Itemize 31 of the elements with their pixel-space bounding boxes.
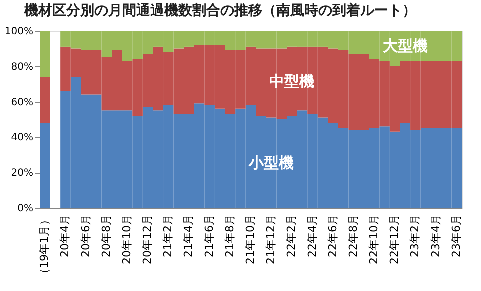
x-tick-label: 20年12月	[141, 214, 154, 264]
y-tick-label: 100%	[4, 26, 34, 38]
y-tick-label: 80%	[11, 62, 34, 73]
series-label: 中型機	[270, 72, 315, 90]
x-tick-label: 22年6月	[326, 214, 340, 258]
x-tick-label: 22年8月	[346, 214, 360, 258]
x-tick-label: 22年10月	[368, 214, 381, 264]
x-tick-label: 22年12月	[388, 214, 402, 264]
x-tick-label: 23年4月	[429, 214, 442, 258]
y-tick-label: 60%	[11, 97, 34, 108]
x-tick-label: 21年10月	[244, 214, 257, 264]
series-label: 小型機	[248, 154, 294, 172]
y-tick-label: 40%	[11, 132, 34, 144]
x-tick-label: 21年6月	[202, 214, 216, 258]
chart-title: 機材区分別の月間通過機数割合の推移（南風時の到着ルート）	[23, 2, 416, 19]
x-tick-label: 21年4月	[182, 214, 196, 258]
x-tick-label: 21年2月	[162, 214, 175, 258]
x-tick-label: 21年12月	[264, 214, 278, 264]
x-tick-label: 20年10月	[120, 214, 134, 264]
series-label: 大型機	[382, 37, 428, 56]
x-tick-label: 21年8月	[223, 214, 236, 258]
x-tick-label: 23年6月	[450, 214, 463, 258]
x-tick-label: （19年1月）	[38, 214, 52, 280]
x-tick-label: 22年2月	[285, 214, 298, 258]
x-tick-label: 20年4月	[58, 214, 72, 258]
y-tick-label: 0%	[18, 204, 34, 214]
x-tick-label: 23年2月	[408, 214, 422, 258]
x-tick-label: 20年8月	[100, 214, 113, 258]
y-tick-label: 20%	[11, 168, 34, 180]
x-tick-label: 22年4月	[306, 214, 319, 258]
x-tick-label: 20年6月	[79, 214, 92, 258]
